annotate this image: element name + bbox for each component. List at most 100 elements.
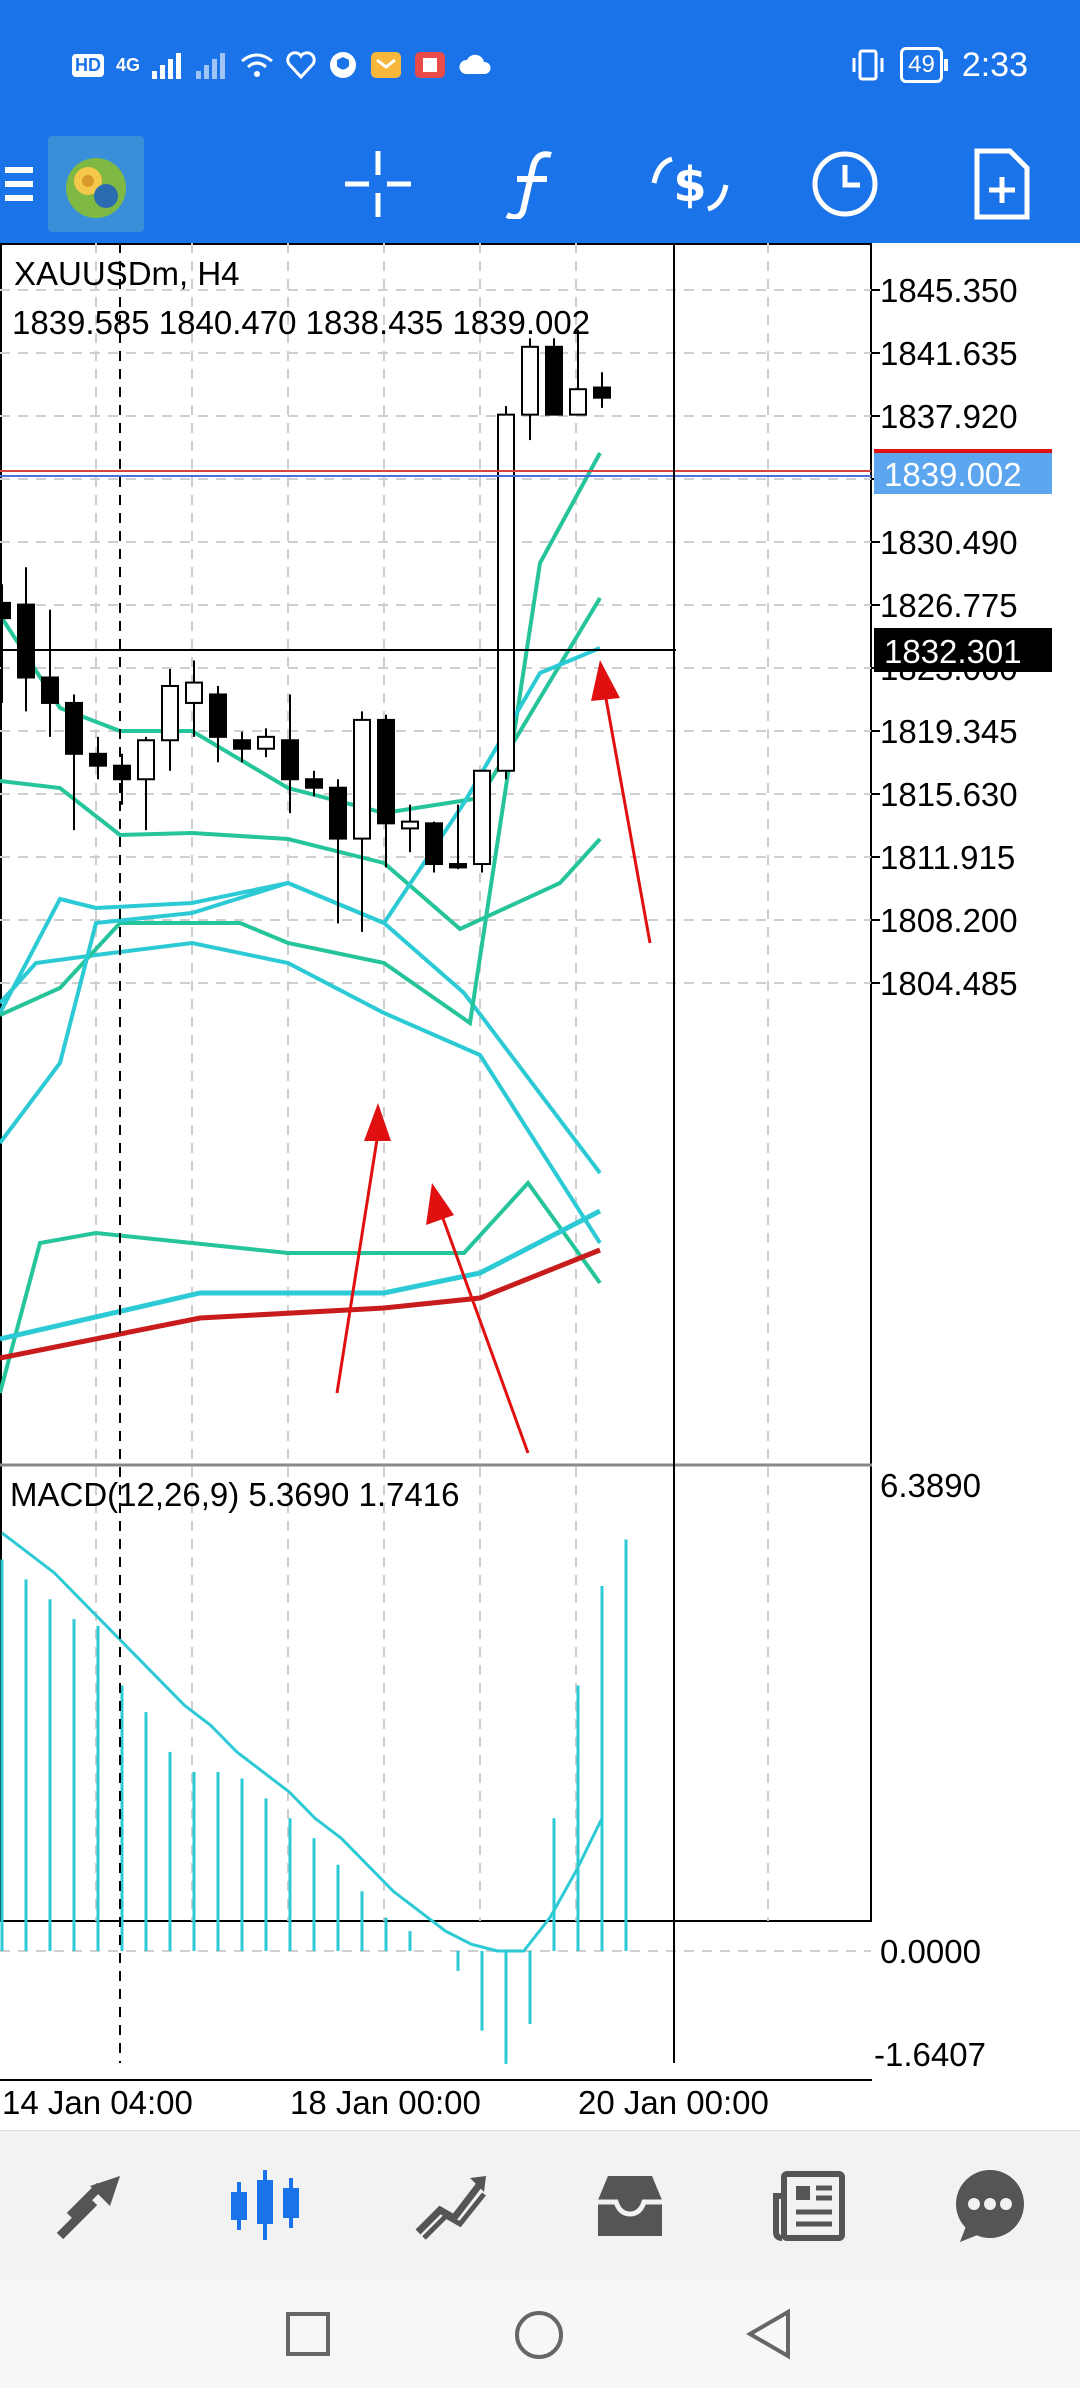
health-icon (286, 51, 316, 79)
candle-bear (0, 601, 11, 620)
indicators-button[interactable] (495, 125, 571, 243)
nav-chart[interactable] (210, 2156, 330, 2256)
trade-trend-icon (415, 2176, 486, 2240)
new-chart-button[interactable] (962, 125, 1042, 243)
news-icon (773, 2171, 845, 2241)
candle-bear (17, 603, 35, 679)
candle-bear (545, 345, 563, 416)
nav-news[interactable] (750, 2156, 870, 2256)
crosshair-button[interactable] (340, 125, 416, 243)
status-right: 49 2:33 (850, 40, 1028, 90)
app-logo[interactable] (48, 125, 144, 243)
chart-candles-icon (231, 2170, 299, 2240)
status-left-icons: HD 4G (72, 45, 492, 85)
macd-panel-frame (0, 1464, 872, 1922)
chart-area[interactable]: XAUUSDm, H4 1839.585 1840.470 1838.435 1… (0, 243, 1080, 2123)
timeframe-button[interactable] (805, 125, 885, 243)
price-label: 1811.915 (880, 839, 1015, 876)
vibrate-icon (852, 49, 884, 81)
app-logo-icon (48, 136, 144, 232)
candle-bear (425, 822, 443, 866)
arrow-head-3 (591, 660, 620, 701)
price-label: 1804.485 (880, 965, 1018, 1002)
candle-bear (65, 701, 83, 755)
nav-quotes[interactable] (30, 2156, 150, 2256)
candle-bear (329, 786, 347, 840)
book-icon (415, 52, 446, 78)
candle-bear (113, 764, 131, 781)
annotation-arrows (335, 660, 652, 1454)
price-label: 1819.345 (880, 713, 1018, 750)
4g-signal-icon: 4G (116, 54, 141, 75)
price-label: 1808.200 (880, 902, 1018, 939)
price-chart-svg[interactable]: XAUUSDm, H4 1839.585 1840.470 1838.435 1… (0, 243, 1080, 2123)
macd-max-label: 6.3890 (880, 1467, 981, 1504)
candle-bear (305, 778, 323, 789)
mail-icon (371, 52, 402, 78)
hd-icon: HD (72, 53, 104, 77)
trade-icon: $ (651, 156, 729, 213)
candle-bear (89, 752, 107, 767)
svg-text:$: $ (673, 157, 706, 213)
quotes-icon (56, 2176, 120, 2240)
current-price-tag (874, 450, 1052, 494)
candle-bull (473, 769, 491, 866)
clock-time: 2:33 (961, 45, 1028, 84)
candle-bull (257, 735, 275, 750)
price-label: 1830.490 (880, 524, 1018, 561)
candle-bull (161, 684, 179, 742)
battery-indicator: 49 (900, 47, 948, 83)
macd-zero-label: 0.0000 (880, 1933, 981, 1970)
macd-signal-line (1, 1531, 604, 1953)
ma-cyan (0, 1208, 602, 1342)
arrow-line-2 (439, 1212, 530, 1454)
signal-icon (152, 53, 182, 79)
price-label: 1845.350 (880, 272, 1018, 309)
wifi-icon (241, 53, 273, 77)
new-chart-icon (974, 148, 1030, 220)
nav-history[interactable] (570, 2156, 690, 2256)
cloud-icon (459, 54, 491, 74)
inner-band-lower2 (0, 940, 602, 1245)
candle-bull (137, 739, 155, 781)
chart-toolbar: $ (0, 125, 1080, 243)
menu-button[interactable] (0, 125, 40, 243)
arrow-line-1 (335, 1132, 380, 1394)
time-label-2: 18 Jan 00:00 (290, 2084, 481, 2121)
time-label-1: 14 Jan 04:00 (2, 2084, 193, 2121)
price-label: 1815.630 (880, 776, 1018, 813)
signal-icon (196, 53, 226, 79)
crosshair-icon (345, 151, 411, 217)
candle-bull (353, 718, 371, 840)
home-icon[interactable] (514, 2310, 564, 2360)
grid (0, 243, 871, 1952)
inbox-icon (598, 2176, 662, 2236)
lower-band (0, 1179, 602, 1394)
time-label-3: 20 Jan 00:00 (578, 2084, 769, 2121)
system-navigation (0, 2280, 1080, 2388)
trade-button[interactable]: $ (645, 125, 735, 243)
candle-bear (449, 863, 467, 869)
candles (0, 329, 611, 932)
candle-bear (209, 693, 227, 738)
recent-apps-icon[interactable] (284, 2310, 332, 2358)
current-price-label: 1839.002 (884, 456, 1022, 493)
candle-bear (593, 386, 611, 399)
candle-bull (185, 681, 203, 704)
candle-bear (281, 739, 299, 781)
ma-red (0, 1247, 601, 1361)
nav-trade[interactable] (390, 2156, 510, 2256)
cursor-price-label: 1832.301 (884, 633, 1022, 670)
cursor-price-tag (874, 628, 1052, 672)
macd-min-label: -1.6407 (874, 2036, 986, 2073)
shield-icon (330, 52, 357, 78)
arrow-head-1 (364, 1103, 391, 1141)
nav-messages[interactable] (930, 2156, 1050, 2256)
candle-bull (401, 820, 419, 830)
back-icon[interactable] (744, 2308, 794, 2360)
price-scale: 1845.3501841.6351837.9201834.2051830.490… (871, 272, 1018, 1002)
macd-series (0, 1531, 628, 2064)
price-label: 1837.920 (880, 398, 1018, 435)
arrow-line-3 (603, 692, 652, 944)
chart-symbol: XAUUSDm, H4 (14, 255, 240, 292)
